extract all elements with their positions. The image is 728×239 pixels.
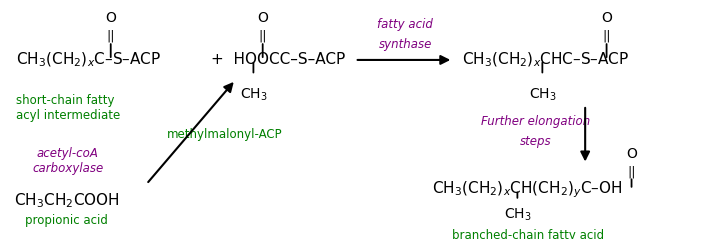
- Text: methylmalonyl-ACP: methylmalonyl-ACP: [167, 128, 282, 141]
- Text: +  HOOCC–S–ACP: + HOOCC–S–ACP: [210, 52, 345, 67]
- Text: steps: steps: [519, 135, 551, 148]
- Text: propionic acid: propionic acid: [25, 214, 108, 227]
- Text: ||: ||: [602, 29, 611, 42]
- Text: CH$_3$CH$_2$COOH: CH$_3$CH$_2$COOH: [15, 191, 120, 210]
- Text: O: O: [257, 11, 268, 25]
- Text: O: O: [601, 11, 612, 25]
- Text: acetyl-coA
carboxylase: acetyl-coA carboxylase: [32, 147, 103, 175]
- Text: CH$_3$: CH$_3$: [529, 87, 556, 103]
- Text: CH$_3$(CH$_2$)$_x$C–S–ACP: CH$_3$(CH$_2$)$_x$C–S–ACP: [16, 51, 161, 69]
- Text: Further elongation: Further elongation: [480, 115, 590, 128]
- Text: ||: ||: [628, 166, 636, 179]
- Text: CH$_3$: CH$_3$: [240, 87, 267, 103]
- Text: fatty acid: fatty acid: [377, 18, 433, 31]
- Text: CH$_3$: CH$_3$: [504, 207, 531, 223]
- Text: O: O: [106, 11, 116, 25]
- Text: ||: ||: [106, 29, 115, 42]
- Text: O: O: [626, 147, 637, 162]
- Text: short-chain fatty
acyl intermediate: short-chain fatty acyl intermediate: [16, 94, 120, 122]
- Text: CH$_3$(CH$_2$)$_x$CHC–S–ACP: CH$_3$(CH$_2$)$_x$CHC–S–ACP: [462, 51, 630, 69]
- Text: CH$_3$(CH$_2$)$_x$CH(CH$_2$)$_y$C–OH: CH$_3$(CH$_2$)$_x$CH(CH$_2$)$_y$C–OH: [432, 179, 622, 200]
- Text: synthase: synthase: [379, 38, 432, 51]
- Text: ||: ||: [258, 29, 267, 42]
- Text: branched-chain fatty acid: branched-chain fatty acid: [452, 229, 604, 239]
